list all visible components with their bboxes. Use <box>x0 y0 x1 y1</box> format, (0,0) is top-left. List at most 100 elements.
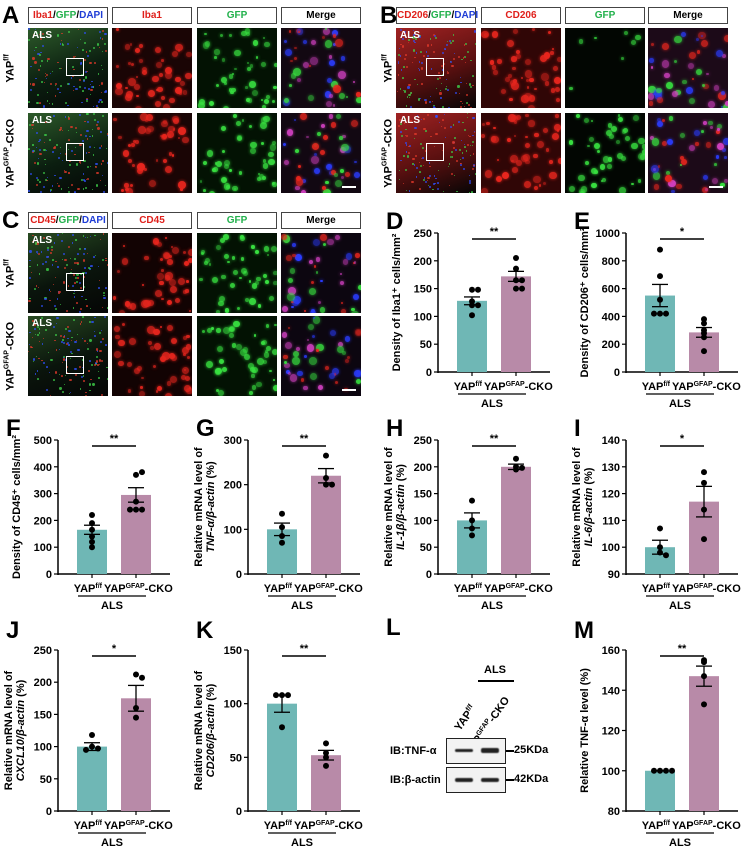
cell-signal <box>177 49 181 52</box>
cell-signal <box>292 350 300 357</box>
cell-signal <box>705 142 712 148</box>
cell-signal <box>121 322 126 327</box>
cell-signal <box>354 160 357 164</box>
cell-signal <box>524 69 533 78</box>
cell-signal <box>436 78 439 81</box>
cell-signal <box>162 159 167 164</box>
y-tick-label: 100 <box>34 742 52 754</box>
cell-signal <box>491 65 497 71</box>
cell-signal <box>41 343 44 346</box>
cell-signal <box>406 105 408 107</box>
cell-signal <box>469 174 471 176</box>
cell-signal <box>168 254 173 259</box>
cell-signal <box>201 329 206 334</box>
cell-signal <box>531 28 535 32</box>
group-label: ALS <box>484 664 506 676</box>
data-point <box>513 466 519 473</box>
cell-signal <box>450 41 453 44</box>
cell-signal <box>122 150 130 157</box>
cell-signal <box>53 115 55 117</box>
cell-signal <box>88 88 90 90</box>
cell-signal <box>106 307 108 309</box>
cell-signal <box>88 370 90 372</box>
cell-signal <box>200 249 205 255</box>
panel-letter: M <box>574 617 594 644</box>
cell-signal <box>76 273 79 276</box>
cell-signal <box>31 151 34 153</box>
cell-signal <box>64 374 67 377</box>
cell-signal <box>472 153 475 155</box>
cell-signal <box>157 385 163 391</box>
cell-signal <box>44 81 46 84</box>
cell-signal <box>334 380 338 384</box>
cell-signal <box>470 86 473 89</box>
cell-signal <box>469 145 472 147</box>
data-point <box>519 285 525 292</box>
cell-signal <box>525 113 529 117</box>
cell-signal <box>491 135 500 144</box>
cell-signal <box>121 258 129 265</box>
cell-signal <box>97 370 100 373</box>
cell-signal <box>78 114 81 117</box>
cell-signal <box>37 69 41 72</box>
group-underline <box>478 680 514 682</box>
cell-signal <box>41 262 45 265</box>
cell-signal <box>175 44 183 52</box>
cell-signal <box>30 271 33 274</box>
cell-signal <box>414 41 416 44</box>
cell-signal <box>527 105 535 108</box>
cell-signal <box>240 30 247 37</box>
cell-signal <box>153 342 162 351</box>
cell-signal <box>330 122 336 128</box>
data-point <box>469 312 475 319</box>
zoom-image <box>112 316 192 396</box>
significance-stars: ** <box>678 643 687 655</box>
cell-signal <box>533 176 541 184</box>
y-tick-label: 150 <box>414 284 432 296</box>
cell-signal <box>166 381 172 386</box>
cell-signal <box>238 171 243 175</box>
cell-signal <box>545 148 550 152</box>
cell-signal <box>134 83 141 90</box>
cell-signal <box>484 170 493 178</box>
cell-signal <box>49 289 51 291</box>
cell-signal <box>481 134 485 139</box>
cell-signal <box>239 276 242 280</box>
cell-signal <box>149 179 156 187</box>
cell-signal <box>409 106 412 108</box>
cell-signal <box>83 79 86 82</box>
cell-signal <box>87 266 90 269</box>
cell-signal <box>287 287 296 296</box>
cell-signal <box>183 368 187 372</box>
cell-signal <box>100 82 104 85</box>
cell-signal <box>67 326 70 329</box>
cell-signal <box>42 361 45 364</box>
cell-signal <box>152 364 157 369</box>
cell-signal <box>648 101 654 106</box>
panel-letter: F <box>6 415 21 442</box>
protein-band <box>455 777 473 782</box>
cell-signal <box>28 38 31 41</box>
cell-signal <box>399 55 401 57</box>
cell-signal <box>63 335 66 338</box>
cell-signal <box>513 28 519 34</box>
cell-signal <box>465 83 467 85</box>
size-marker-tick <box>506 779 514 781</box>
cell-signal <box>99 37 102 40</box>
panel-letter: D <box>386 208 403 235</box>
cell-signal <box>245 86 248 89</box>
cell-signal <box>46 99 49 102</box>
cell-signal <box>463 44 466 46</box>
cell-signal <box>722 103 728 108</box>
cell-signal <box>332 34 337 39</box>
cell-signal <box>72 292 74 294</box>
data-point <box>519 277 525 284</box>
group-label: ALS <box>101 837 123 849</box>
cell-signal <box>429 95 432 97</box>
cell-signal <box>350 307 355 312</box>
cell-signal <box>91 128 94 131</box>
cell-signal <box>692 78 695 81</box>
cell-signal <box>141 283 144 287</box>
cell-signal <box>610 125 618 133</box>
cell-signal <box>90 308 92 310</box>
